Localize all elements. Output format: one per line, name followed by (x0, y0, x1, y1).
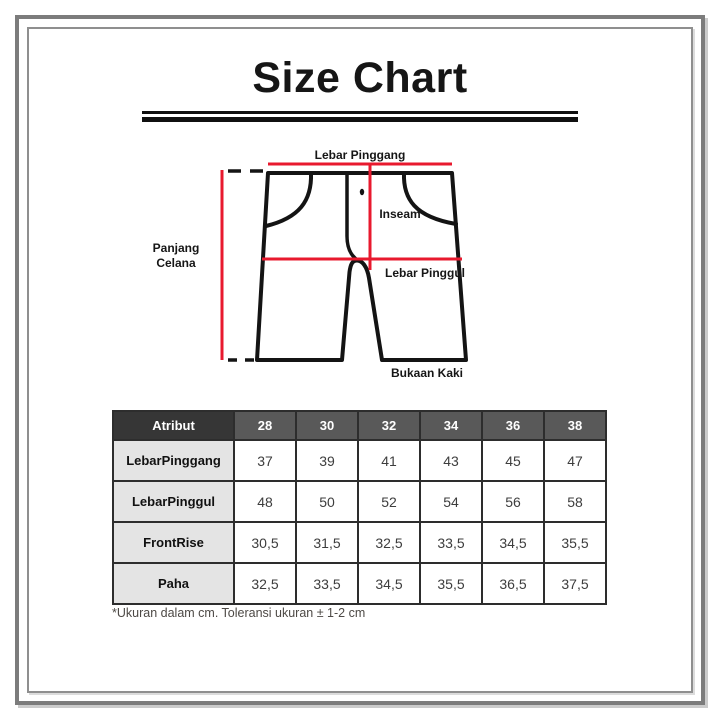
value-cell: 36,5 (481, 562, 545, 605)
row-label: LebarPinggang (112, 439, 235, 482)
title-divider (142, 111, 578, 122)
value-cell: 37,5 (543, 562, 607, 605)
inseam-label: Inseam (379, 207, 420, 221)
value-cell: 32,5 (233, 562, 297, 605)
header-cell-size-32: 32 (357, 410, 421, 441)
value-cell: 43 (419, 439, 483, 482)
waist-label: Lebar Pinggang (315, 148, 406, 162)
value-cell: 30,5 (233, 521, 297, 564)
value-cell: 54 (419, 480, 483, 523)
header-cell-size-34: 34 (419, 410, 483, 441)
divider-thin-line (142, 111, 578, 114)
size-tolerance-footnote: *Ukuran dalam cm. Toleransi ukuran ± 1-2… (112, 606, 366, 620)
outer-frame (15, 15, 705, 705)
leg-opening-label: Bukaan Kaki (391, 366, 463, 380)
inner-frame (27, 27, 693, 693)
value-cell: 31,5 (295, 521, 359, 564)
header-cell-atribut: Atribut (112, 410, 235, 441)
shorts-measurement-diagram: Lebar Pinggang Inseam Lebar Pinggul Buka… (153, 148, 468, 380)
left-pocket-curve (264, 171, 314, 228)
header-cell-size-36: 36 (481, 410, 545, 441)
row-label: Paha (112, 562, 235, 605)
value-cell: 33,5 (419, 521, 483, 564)
waist-button-dot (359, 188, 365, 196)
header-cell-size-28: 28 (233, 410, 297, 441)
length-label-line1: Panjang (153, 241, 200, 255)
value-cell: 39 (295, 439, 359, 482)
value-cell: 45 (481, 439, 545, 482)
header-cell-size-30: 30 (295, 410, 359, 441)
hip-label: Lebar Pinggul (385, 266, 465, 280)
table-row-lebarpinggul: LebarPinggul 48 50 52 54 56 58 (112, 480, 607, 523)
value-cell: 52 (357, 480, 421, 523)
table-row-paha: Paha 32,5 33,5 34,5 35,5 36,5 37,5 (112, 562, 607, 605)
value-cell: 34,5 (357, 562, 421, 605)
value-cell: 58 (543, 480, 607, 523)
row-label: FrontRise (112, 521, 235, 564)
value-cell: 35,5 (543, 521, 607, 564)
right-pocket-curve (401, 171, 458, 226)
length-label-line2: Celana (156, 256, 196, 270)
value-cell: 32,5 (357, 521, 421, 564)
value-cell: 37 (233, 439, 297, 482)
value-cell: 56 (481, 480, 545, 523)
row-label: LebarPinggul (112, 480, 235, 523)
value-cell: 34,5 (481, 521, 545, 564)
value-cell: 47 (543, 439, 607, 482)
table-row-lebarpinggang: LebarPinggang 37 39 41 43 45 47 (112, 439, 607, 482)
table-row-frontrise: FrontRise 30,5 31,5 32,5 33,5 34,5 35,5 (112, 521, 607, 564)
value-cell: 50 (295, 480, 359, 523)
value-cell: 35,5 (419, 562, 483, 605)
divider-thick-line (142, 117, 578, 122)
value-cell: 41 (357, 439, 421, 482)
value-cell: 33,5 (295, 562, 359, 605)
size-table: Atribut 28 30 32 34 36 38 LebarPinggang … (112, 410, 607, 605)
page-title: Size Chart (252, 54, 468, 102)
table-header-row: Atribut 28 30 32 34 36 38 (112, 410, 607, 441)
value-cell: 48 (233, 480, 297, 523)
header-cell-size-38: 38 (543, 410, 607, 441)
